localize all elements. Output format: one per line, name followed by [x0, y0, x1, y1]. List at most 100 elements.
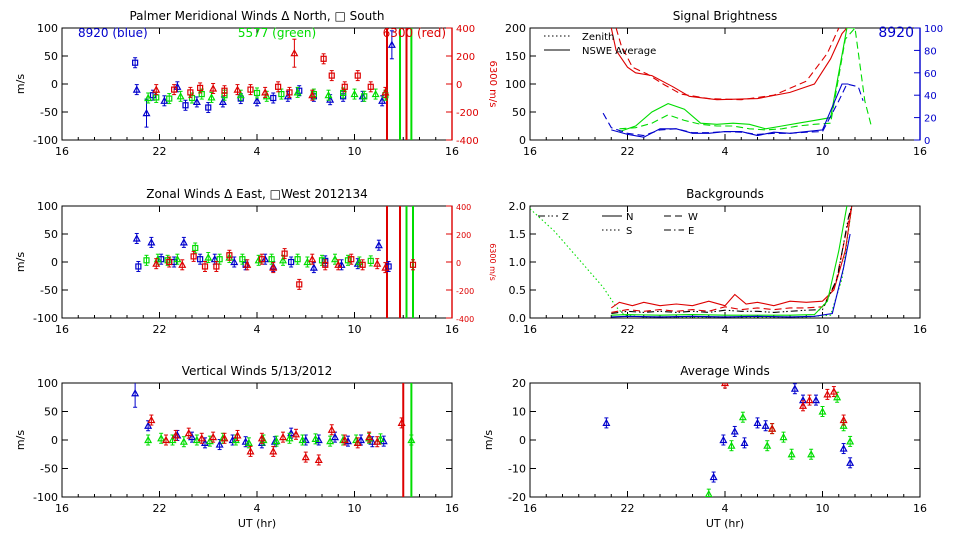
data-point-triangle	[368, 437, 377, 445]
y-tick-label: 1.5	[509, 228, 527, 241]
data-point-triangle	[709, 472, 718, 481]
data-point-triangle	[327, 425, 336, 433]
data-point-triangle	[233, 85, 242, 93]
data-point-triangle	[381, 88, 390, 96]
x-tick-label: 16	[523, 502, 537, 515]
data-point-triangle	[811, 395, 821, 404]
data-point-square	[320, 55, 327, 62]
data-area	[131, 383, 416, 497]
y2-tick-label: 400	[456, 203, 471, 212]
data-point-triangle	[334, 260, 343, 268]
data-point-triangle	[192, 435, 201, 444]
y2-tick-label: -200	[456, 287, 474, 296]
data-point-triangle	[397, 418, 406, 426]
data-point-square	[198, 90, 205, 98]
y-axis-label: m/s	[14, 252, 27, 272]
data-point-square	[258, 256, 265, 263]
plot-frame	[61, 205, 453, 319]
x-tick-label: 10	[348, 502, 362, 515]
y-tick-label: 0	[519, 134, 526, 147]
data-point-square	[348, 256, 355, 263]
chart-title: Average Winds	[680, 364, 770, 378]
data-point-triangle	[839, 415, 848, 424]
data-point-triangle	[805, 395, 814, 404]
data-point-square	[239, 256, 246, 263]
y-tick-label: -100	[33, 134, 58, 147]
data-point-triangle	[753, 418, 762, 426]
x-tick-label: 10	[348, 323, 362, 336]
x-tick-label: 16	[523, 145, 537, 158]
data-point-triangle	[160, 96, 169, 104]
data-point-triangle	[290, 48, 299, 57]
x-tick-label: 4	[254, 323, 261, 336]
data-point-square	[340, 89, 347, 97]
y2-tick-label: 80	[924, 46, 937, 57]
data-point-triangle	[798, 401, 808, 409]
data-point-triangle	[173, 254, 182, 263]
data-point-triangle	[763, 441, 772, 449]
data-point-triangle	[261, 254, 270, 263]
data-point-triangle	[254, 256, 263, 264]
y2-tick-label: 40	[924, 91, 937, 102]
x-tick-label: 22	[153, 323, 167, 336]
x-tick-label: 22	[621, 145, 635, 158]
data-point-triangle	[147, 238, 156, 246]
y-tick-label: -20	[508, 491, 526, 504]
y2-tick-label: 0	[924, 136, 930, 147]
data-point-triangle	[779, 432, 788, 441]
x-tick-label: 10	[816, 145, 830, 158]
data-point-triangle	[314, 455, 323, 464]
data-point-square	[361, 93, 368, 100]
x-tick-label: 4	[254, 502, 261, 515]
chart-panel-zonal: Zonal Winds Δ East, □West 2012134 16 22 4 10…	[14, 187, 497, 336]
y2-tick-label: -400	[456, 136, 479, 147]
x-tick-label: 16	[913, 502, 927, 515]
y-tick-label: 100	[505, 78, 526, 91]
data-point-triangle	[179, 238, 188, 246]
data-point-square	[166, 258, 173, 266]
data-point-triangle	[278, 432, 288, 441]
x-tick-label: 22	[621, 502, 635, 515]
data-point-triangle	[311, 434, 320, 442]
data-point-triangle	[147, 415, 156, 424]
series-line	[610, 206, 853, 309]
data-point-square	[294, 256, 301, 263]
data-point-triangle	[365, 432, 374, 441]
data-point-triangle	[161, 435, 171, 444]
data-point-triangle	[293, 88, 302, 96]
data-point-triangle	[381, 263, 390, 271]
data-point-triangle	[374, 240, 383, 249]
y-tick-label: 100	[37, 22, 58, 35]
data-point-triangle	[818, 407, 827, 415]
data-point-triangle	[215, 440, 224, 448]
x-tick-label: 22	[153, 502, 167, 515]
data-point-square	[171, 86, 178, 93]
data-point-triangle	[184, 428, 193, 437]
series-line	[611, 206, 853, 315]
y-tick-label: 150	[505, 50, 526, 63]
data-point-square	[268, 256, 275, 263]
series-line	[611, 206, 848, 316]
data-area	[602, 383, 855, 497]
x-tick-label: 4	[722, 502, 729, 515]
data-point-square	[341, 83, 348, 90]
data-point-square	[288, 258, 295, 266]
x-tick-label: 16	[55, 323, 69, 336]
chart-title: Signal Brightness	[673, 9, 778, 23]
series-line	[619, 28, 855, 133]
x-tick-label: 10	[816, 323, 830, 336]
y2-tick-label: 0	[456, 259, 461, 268]
legend-label: Z	[562, 212, 569, 223]
x-tick-label: 10	[348, 145, 362, 158]
y-tick-label: 0.0	[509, 312, 527, 325]
data-point-square	[143, 257, 150, 264]
y-axis-label: m/s	[482, 430, 495, 450]
data-point-triangle	[768, 424, 777, 432]
data-point-triangle	[308, 90, 317, 99]
plot-frame	[61, 382, 453, 498]
y-tick-label: 50	[512, 106, 526, 119]
